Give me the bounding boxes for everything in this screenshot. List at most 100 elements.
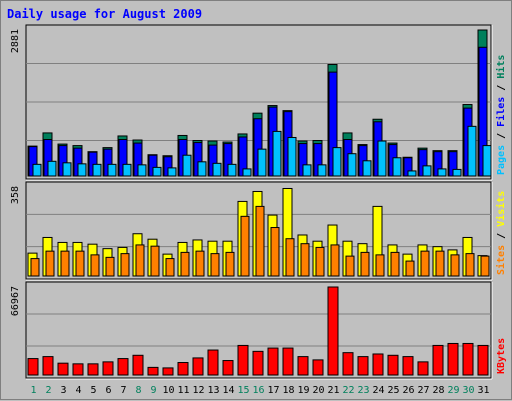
bar-pages-16: [257, 148, 267, 177]
bar-sites-11: [180, 251, 190, 277]
tick-label-day-12: 12: [192, 385, 204, 396]
bar-pages-7: [122, 163, 132, 177]
bar-kbytes-20-body: [312, 359, 324, 376]
bar-sites-29-body: [450, 254, 460, 277]
bar-sites-26: [405, 260, 415, 277]
bar-sites-16-body: [255, 205, 265, 277]
bar-sites-31: [480, 255, 490, 277]
tick-label-day-10: 10: [162, 385, 174, 396]
legend-entry-hits_files_pages-1: /: [496, 133, 507, 145]
tick-label-day-17: 17: [267, 385, 279, 396]
bar-sites-28-body: [435, 250, 445, 277]
bar-sites-25-body: [390, 251, 400, 277]
bar-kbytes-14: [222, 360, 234, 376]
bar-sites-4: [75, 250, 85, 277]
bar-pages-3: [62, 162, 72, 177]
bar-pages-23: [362, 160, 372, 177]
bar-kbytes-13: [207, 349, 219, 376]
bar-kbytes-5: [87, 363, 99, 376]
bar-kbytes-12-body: [192, 357, 204, 376]
bar-kbytes-2-body: [42, 356, 54, 376]
bar-sites-29: [450, 254, 460, 277]
legend-entry-kbytes-0: KBytes: [496, 338, 507, 374]
bar-kbytes-15: [237, 344, 249, 376]
bar-sites-17-body: [270, 227, 280, 277]
bar-sites-5: [90, 254, 100, 277]
bar-pages-18: [287, 136, 297, 177]
bar-kbytes-6: [102, 361, 114, 376]
tick-label-day-14: 14: [222, 385, 234, 396]
bar-kbytes-12: [192, 357, 204, 376]
bar-pages-14: [227, 163, 237, 177]
tick-label-day-2: 2: [45, 385, 51, 396]
tick-label-day-16: 16: [252, 385, 264, 396]
bar-pages-26: [407, 170, 417, 177]
bar-sites-2-body: [45, 250, 55, 277]
bar-kbytes-19-body: [297, 356, 309, 376]
bar-kbytes-22: [342, 352, 354, 376]
bar-pages-10: [167, 167, 177, 177]
bar-sites-15-body: [240, 215, 250, 277]
bar-kbytes-7: [117, 358, 129, 376]
tick-label-day-21: 21: [327, 385, 339, 396]
legend-entry-visits_sites-2: Visits: [495, 191, 507, 233]
bar-pages-12: [197, 161, 207, 177]
bar-sites-3: [60, 250, 70, 277]
tick-label-day-13: 13: [207, 385, 219, 396]
bar-kbytes-3: [57, 362, 69, 376]
bar-pages-2: [47, 160, 57, 177]
bar-kbytes-18: [282, 347, 294, 376]
max-label-hits_files_pages: 2881: [10, 29, 21, 53]
bar-pages-2-body: [47, 160, 57, 177]
legend-entry-hits_files_pages-4: Hits: [495, 55, 507, 85]
bar-pages-5-body: [92, 163, 102, 177]
bar-kbytes-14-body: [222, 360, 234, 376]
legend-visits_sites: Sites / Visits: [495, 191, 507, 275]
bar-pages-24: [377, 140, 387, 177]
bar-kbytes-8: [132, 354, 144, 376]
bar-pages-11-body: [182, 154, 192, 177]
bar-sites-14: [225, 251, 235, 277]
bar-sites-12-body: [195, 250, 205, 277]
bar-sites-24: [375, 254, 385, 277]
bar-sites-16: [255, 205, 265, 277]
bar-pages-3-body: [62, 162, 72, 177]
bar-pages-17-body: [272, 130, 282, 177]
bar-sites-19: [300, 243, 310, 277]
tick-label-day-4: 4: [75, 385, 81, 396]
bar-kbytes-10: [162, 367, 174, 376]
legend-entry-hits_files_pages-3: /: [496, 85, 507, 97]
bar-sites-5-body: [90, 254, 100, 277]
tick-label-day-3: 3: [60, 385, 66, 396]
bar-pages-29-body: [452, 168, 462, 177]
tick-label-day-28: 28: [432, 385, 444, 396]
bar-pages-16-body: [257, 148, 267, 177]
bar-kbytes-16: [252, 350, 264, 376]
bar-sites-10: [165, 258, 175, 277]
bar-sites-25: [390, 251, 400, 277]
tick-label-day-6: 6: [105, 385, 111, 396]
bar-pages-31: [482, 145, 492, 177]
bar-pages-20-body: [317, 164, 327, 177]
tick-label-day-27: 27: [417, 385, 429, 396]
bar-sites-20-body: [315, 246, 325, 277]
bar-pages-15: [242, 168, 252, 177]
tick-label-day-5: 5: [90, 385, 96, 396]
bar-pages-19: [302, 164, 312, 177]
bar-kbytes-3-body: [57, 362, 69, 376]
bar-pages-4: [77, 163, 87, 177]
max-label-kbytes: 66967: [10, 286, 21, 316]
bar-pages-11: [182, 154, 192, 177]
bar-sites-27-body: [420, 250, 430, 277]
bar-pages-18-body: [287, 136, 297, 177]
bar-kbytes-28: [432, 344, 444, 376]
tick-label-day-9: 9: [150, 385, 156, 396]
bar-pages-9-body: [152, 166, 162, 177]
legend-entry-hits_files_pages-0: Pages: [496, 145, 507, 175]
bar-sites-28: [435, 250, 445, 277]
bar-kbytes-21: [327, 286, 339, 376]
tick-label-day-18: 18: [282, 385, 294, 396]
bar-sites-14-body: [225, 251, 235, 277]
bar-pages-27: [422, 165, 432, 177]
